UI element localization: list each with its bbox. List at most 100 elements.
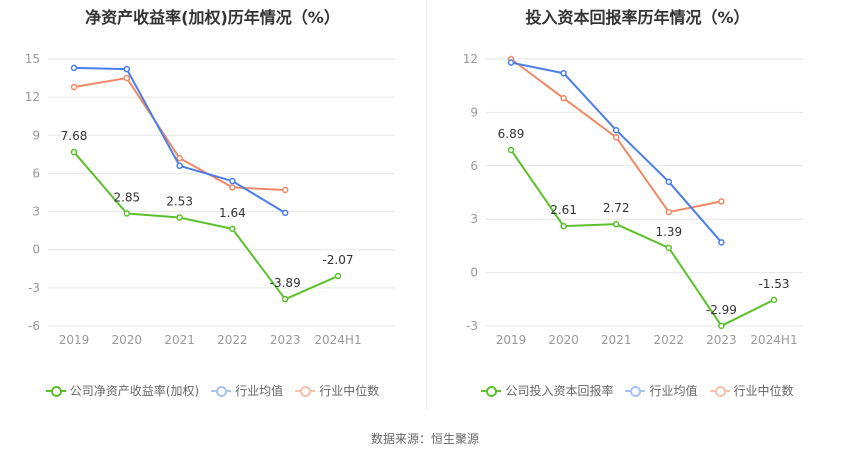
data-point-company: [560, 222, 567, 230]
data-point-median: [281, 186, 289, 194]
legend-median-swatch: [295, 385, 316, 397]
data-point-avg: [229, 177, 236, 185]
data-point-company: [612, 220, 620, 228]
legend-label: 行业中位数: [319, 384, 380, 398]
x-tick-label: 2023: [706, 333, 737, 347]
legend-label: 行业均值: [649, 384, 698, 398]
chart-legend: 公司投入资本回报率 行业均值 行业中位数: [425, 382, 850, 399]
data-point-avg: [718, 239, 725, 246]
legend-company-swatch: [481, 385, 502, 397]
data-label: -1.53: [758, 277, 789, 291]
data-point-company: [665, 244, 673, 252]
data-label: -3.89: [270, 276, 301, 290]
data-label: 6.89: [498, 127, 525, 141]
data-point-company: [334, 272, 342, 280]
data-label: 2.61: [550, 203, 577, 217]
data-point-company: [123, 210, 131, 217]
y-tick-label: 12: [463, 52, 478, 66]
y-tick-label: -3: [466, 319, 478, 333]
x-tick-label: 2021: [601, 333, 632, 347]
data-point-median: [229, 184, 236, 191]
x-tick-label: 2024H1: [750, 333, 797, 347]
y-tick-label: 0: [32, 243, 40, 257]
data-point-median: [123, 74, 131, 82]
data-point-avg: [560, 69, 567, 77]
x-tick-label: 2024H1: [314, 333, 361, 347]
data-label: -2.99: [706, 303, 737, 317]
data-point-median: [665, 208, 673, 216]
legend-label: 行业中位数: [733, 384, 794, 398]
panel-divider: [426, 0, 427, 410]
roe-chart-panel: 净资产收益率(加权)历年情况（%） 15 12 9 6 3 0 -3 -6 2019 2020 20…: [0, 8, 425, 399]
data-label: 2.85: [113, 190, 140, 204]
y-tick-label: -6: [28, 319, 40, 333]
data-point-median: [70, 83, 78, 91]
x-tick-label: 2019: [59, 333, 90, 347]
y-tick-label: 9: [470, 105, 478, 119]
data-point-avg: [70, 64, 78, 72]
legend-item-avg[interactable]: 行业均值: [211, 382, 283, 399]
roic-chart-plot: 12 9 6 3 0 -3 2019 2020 2021 2022 2023 2024H1 6.89 2.…: [463, 52, 803, 347]
data-label: 1.39: [655, 225, 682, 239]
x-tick-label: 2022: [217, 333, 248, 347]
legend-median-swatch: [709, 385, 730, 397]
y-tick-label: 9: [32, 128, 40, 142]
y-tick-label: -3: [28, 281, 40, 295]
data-label: 2.72: [603, 201, 630, 215]
y-tick-label: 3: [32, 205, 40, 219]
legend-item-median[interactable]: 行业中位数: [709, 382, 794, 399]
data-point-avg: [123, 65, 131, 73]
data-point-company: [281, 295, 289, 303]
series-line-company: [510, 149, 775, 327]
data-point-company: [770, 296, 778, 304]
y-tick-label: 6: [32, 166, 40, 180]
legend-item-company[interactable]: 公司净资产收益率(加权): [45, 382, 200, 399]
data-label: 1.64: [219, 206, 246, 220]
legend-avg-swatch: [625, 385, 646, 397]
x-tick-label: 2021: [164, 333, 195, 347]
data-point-company: [176, 214, 183, 221]
y-tick-label: 15: [25, 52, 40, 66]
roic-chart-panel: 投入资本回报率历年情况（%） 12 9 6 3 0 -3 2019 2020 2021 2022 2…: [425, 0, 850, 459]
data-label: -2.07: [322, 253, 353, 267]
data-point-company: [229, 225, 236, 233]
series-line-company: [73, 151, 339, 301]
series-line-avg: [510, 61, 723, 243]
chart-legend: 公司净资产收益率(加权) 行业均值 行业中位数: [0, 382, 425, 399]
data-point-median: [176, 154, 183, 162]
legend-label: 公司净资产收益率(加权): [69, 384, 200, 398]
chart-title: 投入资本回报率历年情况（%）: [525, 8, 750, 27]
data-label: 2.53: [166, 195, 193, 209]
data-point-avg: [665, 178, 673, 186]
x-tick-label: 2019: [496, 333, 527, 347]
data-point-company: [507, 146, 515, 154]
data-point-avg: [176, 162, 183, 170]
data-point-company: [70, 148, 78, 156]
x-tick-label: 2020: [548, 333, 579, 347]
data-point-company: [718, 322, 725, 330]
x-tick-label: 2020: [112, 333, 143, 347]
y-tick-label: 0: [470, 266, 478, 280]
legend-item-avg[interactable]: 行业均值: [625, 382, 698, 399]
legend-item-company[interactable]: 公司投入资本回报率: [481, 382, 613, 399]
data-point-avg: [507, 59, 515, 66]
data-point-median: [560, 94, 567, 102]
y-tick-label: 3: [470, 212, 478, 226]
series-line-avg: [73, 66, 286, 214]
data-label: 7.68: [61, 129, 88, 143]
y-tick-label: 6: [470, 159, 478, 173]
y-tick-label: 12: [25, 90, 40, 104]
data-point-median: [612, 134, 620, 141]
data-point-avg: [281, 209, 289, 217]
data-point-median: [718, 198, 725, 205]
legend-label: 行业均值: [235, 384, 284, 398]
data-point-avg: [612, 126, 620, 134]
roe-chart-plot: 15 12 9 6 3 0 -3 -6 2019 2020 2021 2022 2023 2024H1 7.…: [25, 52, 395, 347]
legend-label: 公司投入资本回报率: [505, 384, 614, 398]
x-tick-label: 2023: [270, 333, 301, 347]
legend-item-median[interactable]: 行业中位数: [295, 382, 379, 399]
chart-title: 净资产收益率(加权)历年情况（%）: [85, 8, 340, 27]
data-source-note: 数据来源：恒生聚源: [370, 432, 479, 446]
x-tick-label: 2022: [654, 333, 685, 347]
legend-company-swatch: [45, 385, 66, 397]
